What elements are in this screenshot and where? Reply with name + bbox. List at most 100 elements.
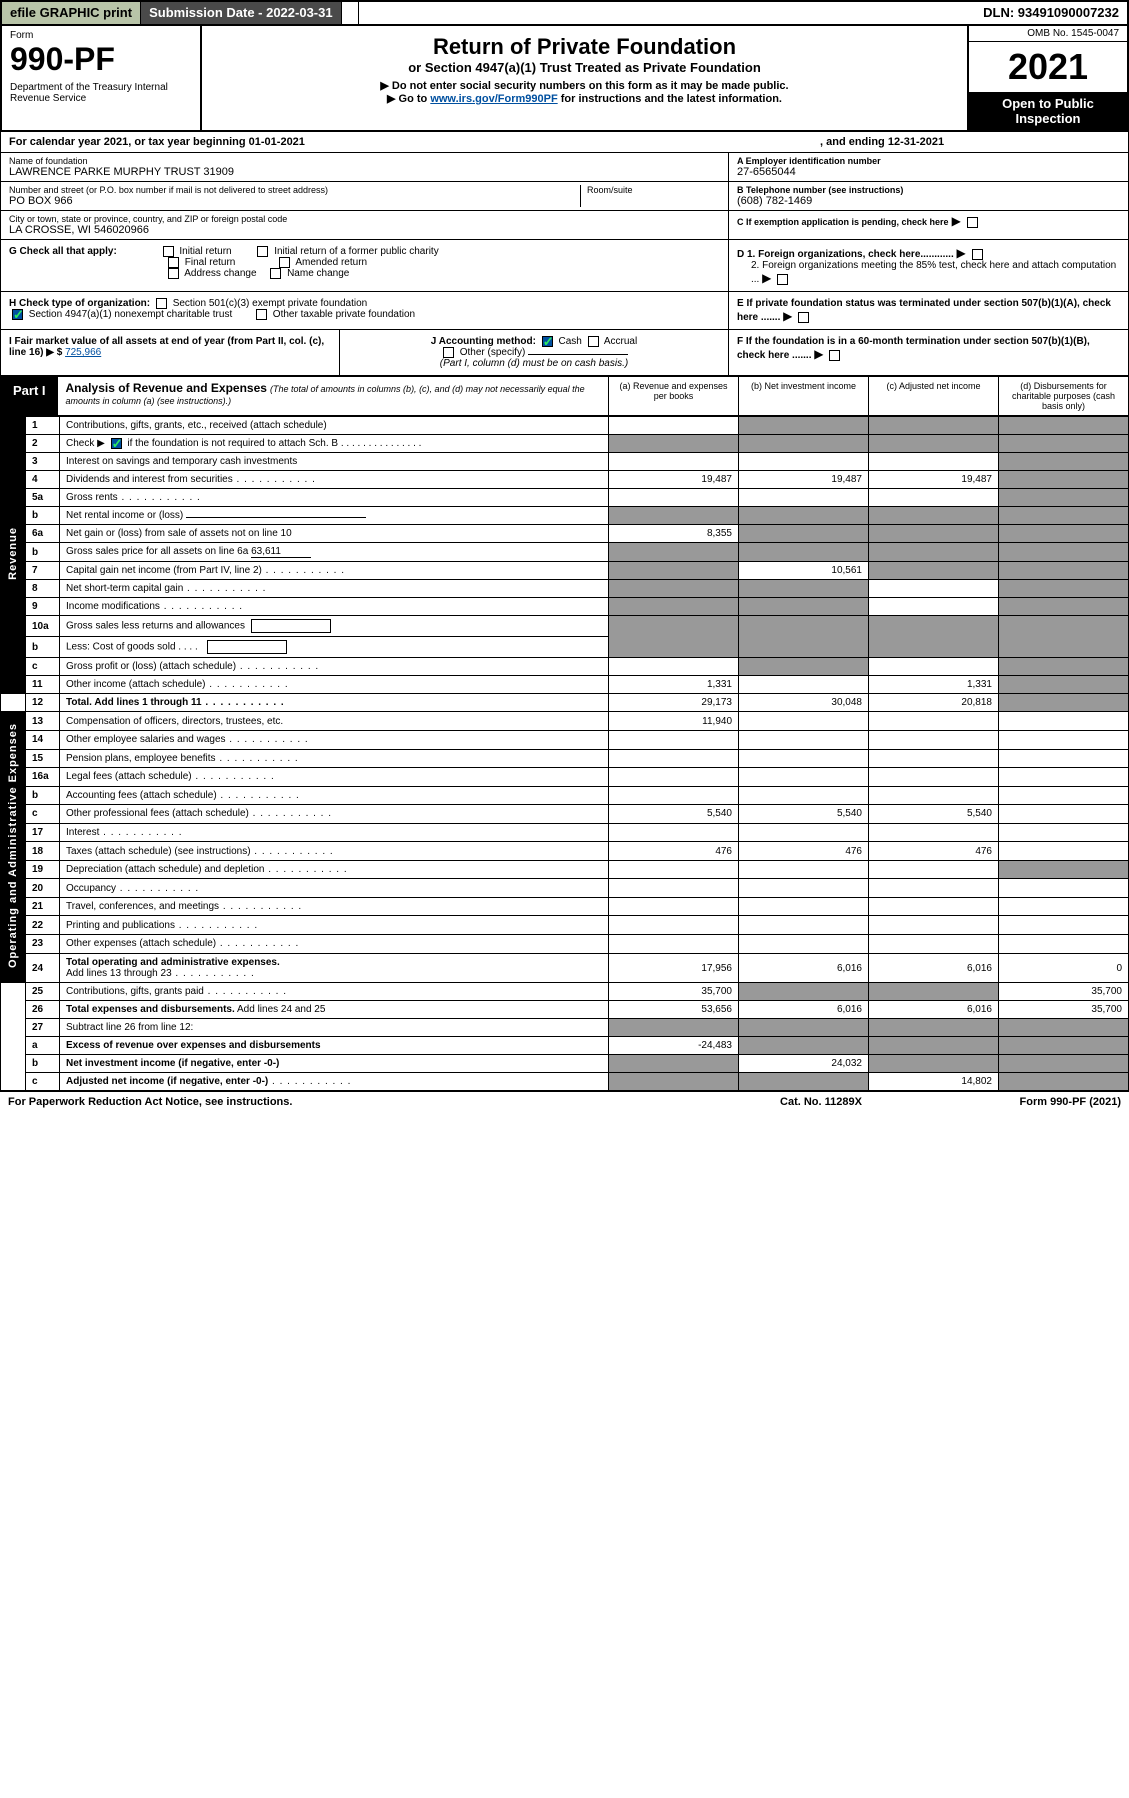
- cell-4c: 19,487: [869, 471, 999, 489]
- h-4947-checkbox[interactable]: [12, 309, 23, 320]
- header-right: OMB No. 1545-0047 2021 Open to Public In…: [967, 26, 1127, 130]
- j-accrual-checkbox[interactable]: [588, 336, 599, 347]
- line-desc: Contributions, gifts, grants, etc., rece…: [60, 417, 609, 435]
- calyear-end: , and ending 12-31-2021: [820, 136, 1120, 148]
- cell-11d: [999, 676, 1129, 694]
- h-other-checkbox[interactable]: [256, 309, 267, 320]
- table-row: 9 Income modifications: [1, 598, 1129, 616]
- line-num: c: [26, 658, 60, 676]
- cell-11b: [739, 676, 869, 694]
- line-num: 14: [26, 730, 60, 749]
- cell-9a: [609, 598, 739, 616]
- line-desc: Other expenses (attach schedule): [60, 934, 609, 953]
- cell-12a: 29,173: [609, 694, 739, 712]
- j-other-checkbox[interactable]: [443, 347, 454, 358]
- cell-10c: [869, 616, 999, 658]
- cell-24c: 6,016: [869, 953, 999, 983]
- cell-5ad: [999, 489, 1129, 507]
- line-num: 12: [26, 694, 60, 712]
- g-initial-former-checkbox[interactable]: [257, 246, 268, 257]
- cell-11c: 1,331: [869, 676, 999, 694]
- line-num: 22: [26, 916, 60, 935]
- footer-paperwork: For Paperwork Reduction Act Notice, see …: [8, 1096, 721, 1108]
- line-num: 8: [26, 580, 60, 598]
- line-desc: Total expenses and disbursements. Add li…: [60, 1001, 609, 1019]
- line-desc: Adjusted net income (if negative, enter …: [60, 1073, 609, 1091]
- submission-date-blank: [342, 2, 359, 24]
- line-desc: Gross rents: [60, 489, 609, 507]
- line-desc: Net gain or (loss) from sale of assets n…: [60, 525, 609, 543]
- cell-5ba: [609, 507, 739, 525]
- table-row: 20Occupancy: [1, 879, 1129, 898]
- line-num: 10a: [26, 616, 60, 637]
- cell-3c: [869, 453, 999, 471]
- calyear-begin: For calendar year 2021, or tax year begi…: [9, 136, 820, 148]
- line-num: 4: [26, 471, 60, 489]
- h-501c3-checkbox[interactable]: [156, 298, 167, 309]
- g-addr-change-checkbox[interactable]: [168, 268, 179, 279]
- col-c-header: (c) Adjusted net income: [868, 377, 998, 415]
- g-final-checkbox[interactable]: [168, 257, 179, 268]
- city-value: LA CROSSE, WI 546020966: [9, 224, 720, 236]
- line-desc: Subtract line 26 from line 12:: [60, 1019, 609, 1037]
- table-row: b Gross sales price for all assets on li…: [1, 543, 1129, 562]
- irs-gov-link[interactable]: www.irs.gov/Form990PF: [430, 93, 557, 105]
- cell-8a: [609, 580, 739, 598]
- part-1-label: Part I: [1, 377, 58, 415]
- e-checkbox[interactable]: [798, 312, 809, 323]
- dept-treasury: Department of the Treasury Internal Reve…: [10, 82, 192, 104]
- topbar: efile GRAPHIC print Submission Date - 20…: [0, 0, 1129, 26]
- line-num: c: [26, 805, 60, 824]
- cell-13b: [739, 712, 869, 731]
- d1-checkbox[interactable]: [972, 249, 983, 260]
- f-checkbox[interactable]: [829, 350, 840, 361]
- table-row: 18Taxes (attach schedule) (see instructi…: [1, 842, 1129, 861]
- line-desc: Contributions, gifts, grants paid: [60, 983, 609, 1001]
- h-other-taxable: Other taxable private foundation: [273, 309, 415, 320]
- g-final: Final return: [185, 257, 236, 268]
- g-initial-checkbox[interactable]: [163, 246, 174, 257]
- g-amended-checkbox[interactable]: [279, 257, 290, 268]
- table-row: Revenue 1 Contributions, gifts, grants, …: [1, 417, 1129, 435]
- i-fmv-value[interactable]: 725,966: [65, 347, 101, 358]
- side-spacer-2: [1, 983, 26, 1091]
- phone-value: (608) 782-1469: [737, 195, 1120, 207]
- line-num: b: [26, 507, 60, 525]
- line-num: 26: [26, 1001, 60, 1019]
- line-num: 7: [26, 562, 60, 580]
- schedule-b-checkbox[interactable]: [111, 438, 122, 449]
- g-name-change: Name change: [287, 268, 349, 279]
- cell-5bc: [869, 507, 999, 525]
- g-name-change-checkbox[interactable]: [270, 268, 281, 279]
- d2-checkbox[interactable]: [777, 274, 788, 285]
- open-to-public: Open to Public Inspection: [969, 92, 1127, 130]
- line-num: 2: [26, 435, 60, 453]
- cell-4d: [999, 471, 1129, 489]
- form-subtitle: or Section 4947(a)(1) Trust Treated as P…: [210, 60, 959, 75]
- note2-post: for instructions and the latest informat…: [558, 93, 782, 105]
- line-10a-blank: [251, 619, 331, 633]
- table-row: 11 Other income (attach schedule) 1,3311…: [1, 676, 1129, 694]
- part-1-header: Part I Analysis of Revenue and Expenses …: [0, 376, 1129, 416]
- table-row: 3 Interest on savings and temporary cash…: [1, 453, 1129, 471]
- cell-1c: [869, 417, 999, 435]
- cell-9c: [869, 598, 999, 616]
- h-4947: Section 4947(a)(1) nonexempt charitable …: [29, 309, 232, 320]
- cell-16cb: 5,540: [739, 805, 869, 824]
- cell-13d: [999, 712, 1129, 731]
- cell-5ab: [739, 489, 869, 507]
- line-num: b: [26, 637, 60, 658]
- line-num: 23: [26, 934, 60, 953]
- d2-label: 2. Foreign organizations meeting the 85%…: [751, 260, 1116, 285]
- g-amended: Amended return: [295, 257, 367, 268]
- line-num: 9: [26, 598, 60, 616]
- cell-13a: 11,940: [609, 712, 739, 731]
- efile-print-button[interactable]: efile GRAPHIC print: [2, 2, 141, 24]
- page-footer: For Paperwork Reduction Act Notice, see …: [0, 1091, 1129, 1112]
- line-desc: Total. Add lines 1 through 11: [60, 694, 609, 712]
- form-title: Return of Private Foundation: [210, 34, 959, 60]
- ein-value: 27-6565044: [737, 166, 1120, 178]
- j-cash-checkbox[interactable]: [542, 336, 553, 347]
- c-pending-checkbox[interactable]: [967, 217, 978, 228]
- line-num: 25: [26, 983, 60, 1001]
